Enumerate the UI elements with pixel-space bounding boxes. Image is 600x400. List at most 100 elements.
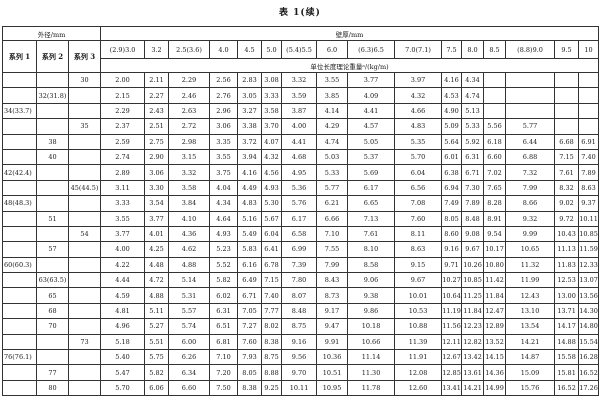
mass-cell	[483, 87, 507, 104]
series-3-cell: 30	[67, 71, 102, 89]
mass-cell: 6.44	[505, 133, 556, 150]
series-3-cell: 73	[67, 333, 102, 351]
mass-cell: 8.58	[347, 256, 396, 274]
series-2-cell: 51	[36, 210, 69, 227]
mass-cell: 3.30	[144, 179, 170, 197]
mass-cell: 2.43	[144, 102, 170, 120]
mass-cell: 7.20	[209, 364, 239, 381]
mass-cell: 5.83	[237, 241, 263, 258]
mass-cell: 3.58	[261, 102, 283, 120]
mass-cell: 16.28	[578, 349, 600, 366]
mass-cell: 6.34	[168, 364, 211, 381]
mass-cell: 8.48	[281, 302, 318, 320]
mass-cell: 5.49	[237, 225, 263, 243]
mass-cell: 3.38	[237, 118, 263, 135]
series-3-cell	[67, 272, 102, 289]
mass-cell: 4.10	[168, 210, 211, 227]
mass-cell	[578, 102, 600, 120]
mass-cell: 9.72	[554, 210, 580, 227]
wall-thickness-header: 壁厚/mm	[100, 26, 600, 41]
table-row: 32(31.8) 2.15 2.27 2.46 2.76 3.05 3.33 3.59 3.85…	[2, 87, 600, 104]
mass-cell: 4.56	[261, 164, 283, 181]
mass-cell: 13.56	[578, 287, 600, 304]
mass-cell: 2.90	[144, 148, 170, 166]
series-3-cell	[67, 164, 102, 181]
mass-cell: 5.11	[144, 302, 170, 320]
mass-cell: 6.01	[441, 148, 463, 166]
mass-cell: 8.43	[316, 272, 349, 289]
mass-cell: 13.41	[441, 379, 463, 397]
thickness-header: (8.8)9.0	[505, 40, 556, 59]
mass-cell	[505, 102, 556, 120]
mass-cell: 5.92	[461, 133, 485, 150]
mass-cell: 5.64	[441, 133, 463, 150]
mass-cell: 8.28	[483, 195, 507, 212]
mass-cell: 6.00	[168, 333, 211, 351]
mass-cell: 11.19	[441, 302, 463, 320]
table-row: 40 2.74 2.90 3.15 3.55 3.94 4.32 4.68 5.03 5.37 5.…	[2, 148, 600, 166]
mass-cell: 3.55	[316, 71, 349, 89]
table-row: 76(76.1) 5.40 5.75 6.26 7.10 7.93 8.75 9.56 10.3…	[2, 349, 600, 366]
mass-cell: 13.10	[505, 302, 556, 320]
mass-cell: 6.60	[483, 148, 507, 166]
mass-cell: 7.30	[461, 179, 485, 197]
mass-cell: 12.08	[394, 364, 443, 381]
series-3-header: 系列 3	[67, 40, 102, 73]
mass-cell: 3.87	[281, 102, 318, 120]
mass-cell: 2.75	[144, 133, 170, 150]
mass-cell: 5.47	[100, 364, 146, 381]
series-2-cell: 32(31.8)	[36, 87, 69, 104]
mass-cell: 5.03	[316, 148, 349, 166]
series-1-cell: 48(48.3)	[2, 195, 37, 212]
table-row: 60(60.3) 4.22 4.48 4.88 5.52 6.16 6.78 7.39 7.99…	[2, 256, 600, 274]
table-row: 80 5.70 6.06 6.60 7.50 8.38 9.25 10.11 10.95 11.7…	[2, 379, 600, 397]
table-row: 65 4.59 4.88 5.31 6.02 6.71 7.40 8.07 8.73 9.38 10…	[2, 287, 600, 304]
mass-cell: 8.75	[281, 318, 318, 335]
mass-cell: 4.62	[168, 241, 211, 258]
mass-cell: 6.38	[441, 164, 463, 181]
mass-cell: 12.23	[461, 318, 485, 335]
mass-cell: 2.46	[168, 87, 211, 104]
mass-cell: 4.64	[209, 210, 239, 227]
mass-cell: 3.58	[168, 179, 211, 197]
series-1-cell	[2, 287, 37, 304]
mass-cell: 3.77	[347, 71, 396, 89]
mass-cell: 6.71	[461, 164, 485, 181]
mass-cell: 4.14	[316, 102, 349, 120]
mass-cell: 5.51	[144, 333, 170, 351]
thickness-header: 10	[578, 40, 600, 59]
table-row: 30 2.00 2.11 2.29 2.56 2.83 3.08 3.32 3.55 3.77 3.…	[2, 71, 600, 89]
mass-cell: 3.06	[144, 164, 170, 181]
series-2-cell	[36, 164, 69, 181]
mass-cell: 6.60	[168, 379, 211, 397]
mass-cell: 4.00	[281, 118, 318, 135]
mass-cell: 3.33	[100, 195, 146, 212]
mass-cell: 2.56	[209, 71, 239, 89]
mass-cell: 11.14	[347, 349, 396, 366]
thickness-header: 8.5	[483, 40, 507, 59]
mass-cell: 6.17	[281, 210, 318, 227]
table-row: 63(63.5) 4.44 4.72 5.14 5.82 6.49 7.15 7.80 8.43…	[2, 272, 600, 289]
mass-cell: 8.60	[441, 225, 463, 243]
series-1-cell	[2, 379, 37, 397]
mass-cell: 7.49	[441, 195, 463, 212]
series-1-cell	[2, 87, 37, 104]
series-3-cell: 54	[67, 225, 102, 243]
mass-cell: 2.00	[100, 71, 146, 89]
mass-cell: 11.39	[394, 333, 443, 351]
mass-cell: 10.80	[483, 256, 507, 274]
mass-cell: 8.32	[554, 179, 580, 197]
mass-cell: 10.11	[578, 210, 600, 227]
mass-cell: 9.08	[461, 225, 485, 243]
mass-cell: 6.99	[281, 241, 318, 258]
mass-cell: 11.84	[483, 287, 507, 304]
series-1-cell: 34(33.7)	[2, 102, 37, 120]
mass-cell: 7.10	[209, 349, 239, 366]
table-row: 73 5.18 5.51 6.00 6.81 7.60 8.38 9.16 9.91 10.66 1…	[2, 333, 600, 351]
mass-cell: 13.71	[554, 302, 580, 320]
mass-cell: 3.94	[237, 148, 263, 166]
mass-cell: 6.58	[281, 225, 318, 243]
series-3-cell	[67, 287, 102, 304]
mass-cell: 13.00	[554, 287, 580, 304]
series-2-cell: 77	[36, 364, 69, 381]
